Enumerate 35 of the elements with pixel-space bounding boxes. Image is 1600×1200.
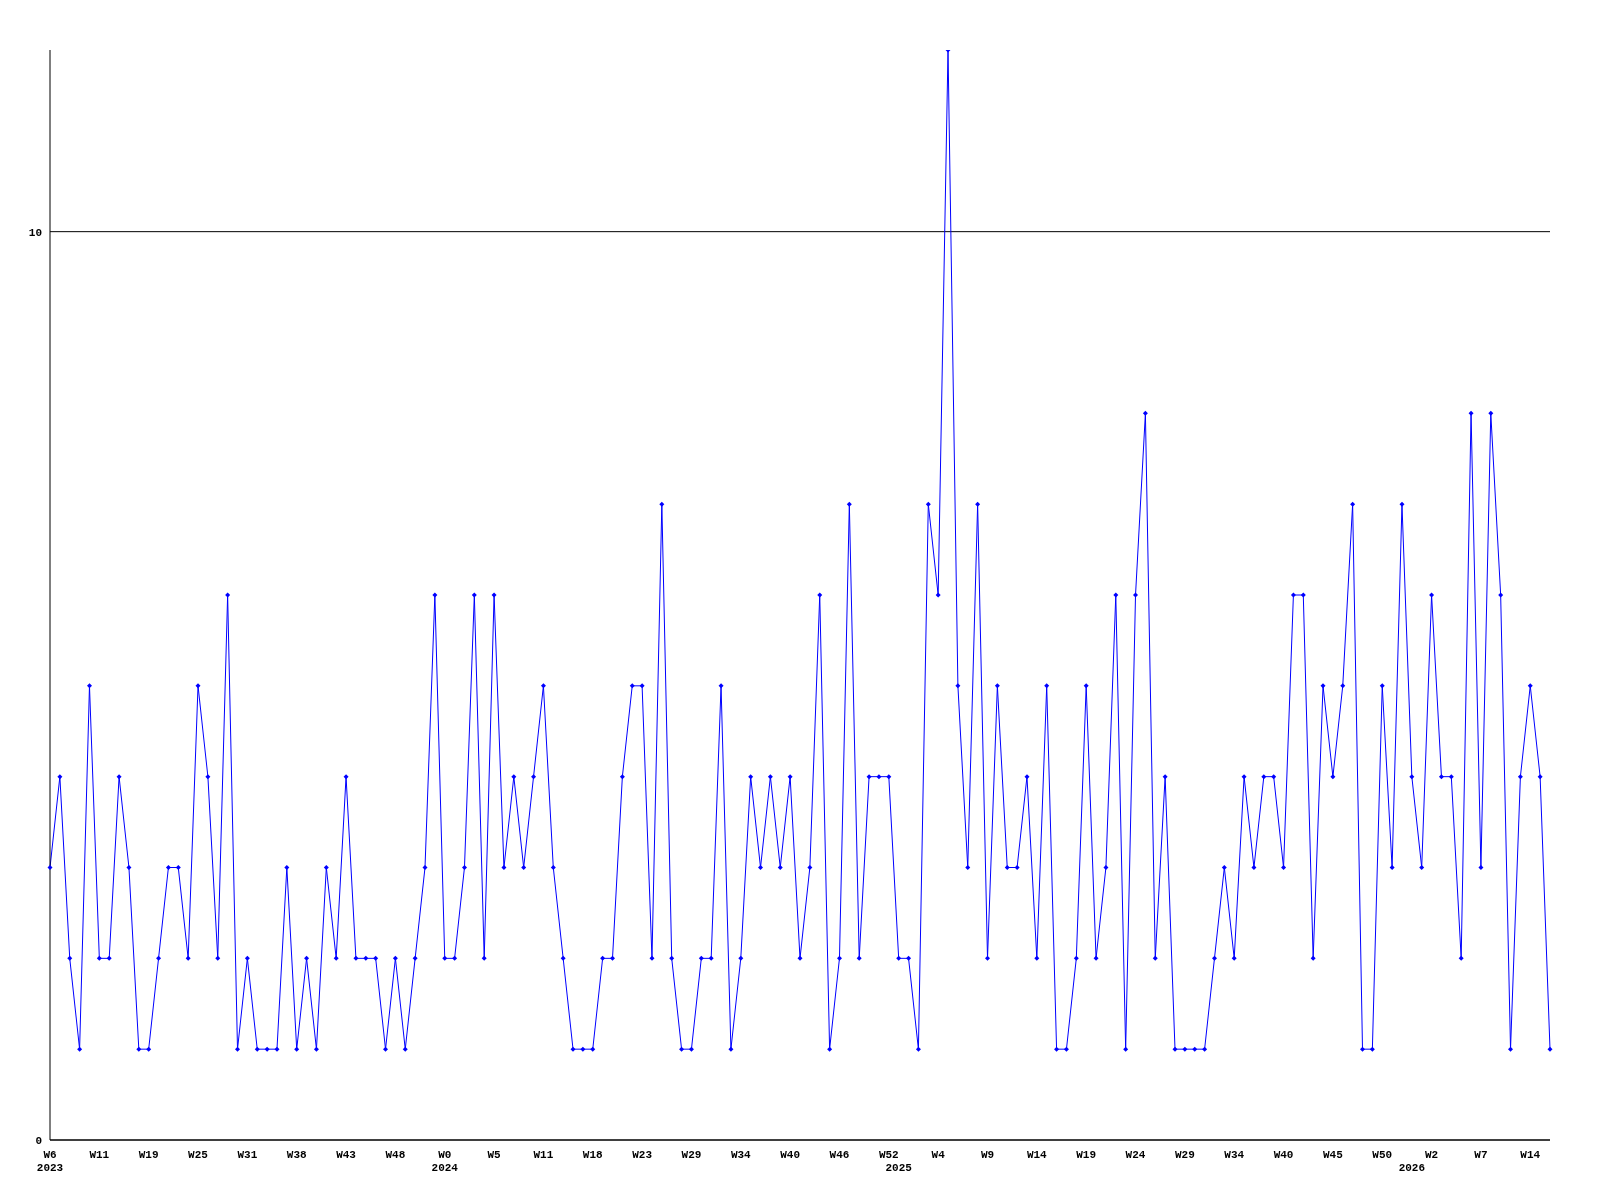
x-tick-label: W31 <box>237 1149 258 1161</box>
x-tick-label: W23 <box>632 1149 653 1161</box>
y-tick-label: 0 <box>35 1134 42 1147</box>
x-tick-label: W29 <box>1174 1149 1195 1161</box>
x-tick-label: W9 <box>980 1149 995 1161</box>
x-tick-label: W14 <box>1026 1149 1048 1161</box>
y-tick-label: 10 <box>28 226 42 239</box>
x-tick-label: W19 <box>138 1149 159 1161</box>
x-tick-label: W2 <box>1424 1149 1439 1161</box>
x-tick-label: W52 <box>878 1149 899 1161</box>
x-tick-label: W18 <box>582 1149 604 1161</box>
x-tick-label: W40 <box>780 1149 801 1161</box>
x-tick-label: W29 <box>681 1149 702 1161</box>
x-tick-label: W25 <box>188 1149 209 1161</box>
x-tick-label: W4 <box>931 1149 946 1161</box>
x-tick-label: W43 <box>336 1149 357 1161</box>
x-tick-label: W19 <box>1076 1149 1097 1161</box>
x-tick-label: W11 <box>533 1149 554 1161</box>
x-tick-label: W14 <box>1520 1149 1541 1161</box>
x-tick-label: 2025 <box>885 1162 913 1174</box>
x-tick-label: W7 <box>1474 1149 1488 1161</box>
x-tick-label: W50 <box>1372 1149 1393 1161</box>
x-tick-label: W48 <box>385 1149 406 1161</box>
x-tick-label: W45 <box>1322 1149 1344 1161</box>
x-tick-label: W34 <box>730 1149 752 1161</box>
x-tick-label: W40 <box>1273 1149 1294 1161</box>
x-tick-label: W38 <box>286 1149 308 1161</box>
x-tick-label: W0 2024 <box>431 1149 459 1174</box>
x-tick-label: 2026 <box>1398 1162 1426 1174</box>
x-tick-label: W46 <box>829 1149 850 1161</box>
x-tick-label: W11 <box>89 1149 110 1161</box>
x-tick-label: W34 <box>1224 1149 1245 1161</box>
x-tick-label: W6 2023 <box>36 1149 64 1174</box>
x-tick-label: W5 <box>487 1149 502 1161</box>
x-tick-label: W24 <box>1125 1149 1146 1161</box>
